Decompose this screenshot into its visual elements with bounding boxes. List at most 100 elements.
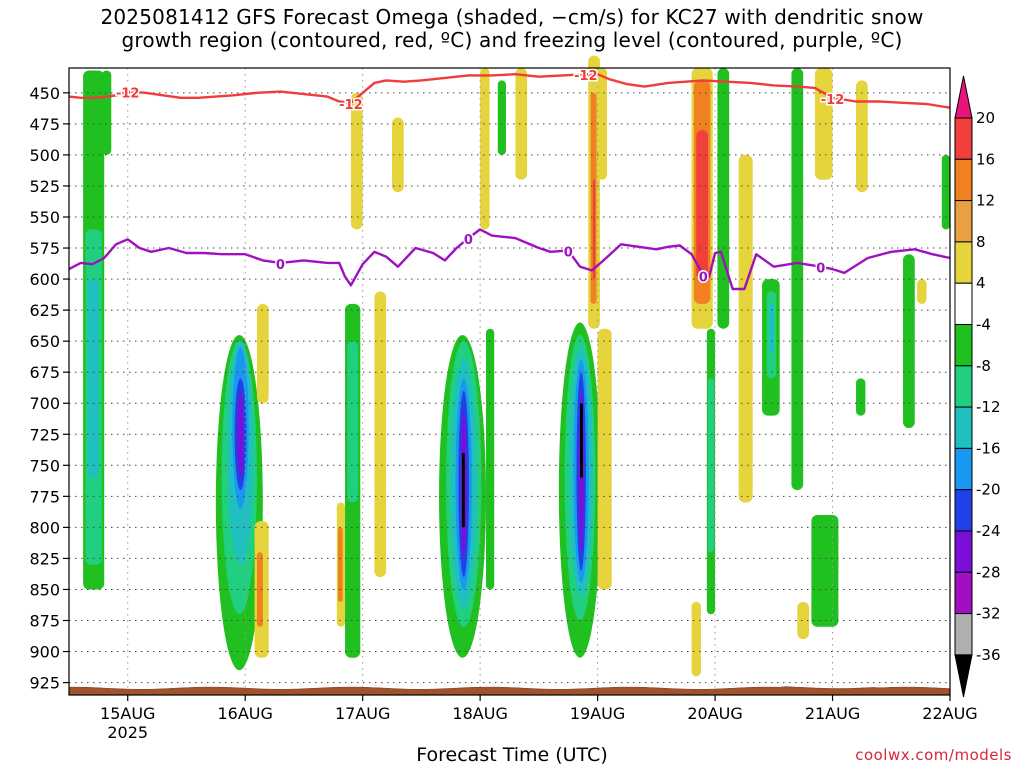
omega-area [497, 80, 506, 155]
colorbar-label: -4 [976, 316, 991, 334]
x-tick-label: 17AUG [335, 704, 390, 723]
y-tick-label: 675 [29, 363, 60, 382]
omega-area [350, 92, 363, 230]
colorbar-swatch [954, 489, 973, 532]
omega-area [597, 68, 607, 180]
omega-area [917, 279, 927, 304]
y-tick-label: 800 [29, 518, 60, 537]
x-axis-title: Forecast Time (UTC) [416, 744, 608, 766]
omega-area [461, 452, 465, 528]
omega-area [374, 291, 387, 578]
contour-lines: -12 -12 -12 -12 0 0 0 0 0 [68, 68, 951, 291]
dgz-contour-label: -12 [574, 69, 598, 84]
omega-area [337, 527, 343, 602]
y-tick-label: 825 [29, 549, 60, 568]
plot-background [69, 68, 950, 695]
y-tick-label: 925 [29, 674, 60, 693]
omega-area [797, 601, 810, 640]
omega-shading [83, 55, 950, 677]
colorbar-label: -8 [976, 357, 991, 375]
colorbar-swatch [954, 200, 973, 243]
omega-area [347, 341, 358, 503]
x-tick-label: 21AUG [805, 704, 860, 723]
omega-area [903, 254, 915, 429]
colorbar-label: -24 [976, 522, 1001, 540]
omega-area [597, 328, 612, 590]
y-tick-label: 775 [29, 487, 60, 506]
colorbar-label: 20 [976, 109, 995, 127]
omega-area [708, 378, 714, 553]
colorbar-label: 8 [976, 233, 986, 251]
credit-link[interactable]: coolwx.com/models [855, 746, 1012, 764]
y-tick-label: 500 [29, 146, 60, 165]
x-tick-label: 22AUG [922, 704, 977, 723]
freezing-level-contour-label: 0 [464, 233, 473, 248]
freezing-level-contour-line [68, 228, 951, 291]
colorbar-swatch [954, 282, 973, 326]
omega-area [392, 117, 404, 193]
y-tick-label: 750 [29, 456, 60, 475]
grid-lines [69, 68, 950, 695]
x-tick-label: 19AUG [570, 704, 625, 723]
colorbar-label: -32 [976, 605, 1001, 623]
colorbar-swatch [954, 158, 973, 202]
y-tick-label: 850 [29, 580, 60, 599]
colorbar-label: -36 [976, 646, 1001, 664]
colorbar-swatch [954, 241, 973, 284]
y-tick-label: 875 [29, 612, 60, 631]
y-tick-label: 600 [29, 270, 60, 289]
omega-area [769, 303, 774, 354]
colorbar-label: 16 [976, 150, 995, 168]
omega-area [738, 154, 753, 503]
omega-area [717, 68, 730, 329]
ground-terrain [68, 686, 951, 696]
omega-area [486, 328, 495, 590]
y-tick-label: 450 [29, 84, 60, 103]
colorbar-swatch [954, 613, 973, 656]
x-tick-label: 20AUG [687, 704, 742, 723]
omega-area [87, 279, 99, 478]
y-tick-label: 575 [29, 239, 60, 258]
colorbar-top-arrow [954, 75, 973, 119]
plot-frame [68, 67, 951, 696]
freezing-level-contour-label: 0 [699, 270, 708, 285]
freezing-level-contour-label: 0 [276, 258, 285, 273]
colorbar-swatch [954, 406, 973, 449]
omega-area [941, 154, 950, 230]
y-tick-label: 625 [29, 301, 60, 320]
y-tick-label: 725 [29, 425, 60, 444]
omega-area [791, 68, 804, 491]
omega-area [856, 378, 866, 416]
colorbar-label: -16 [976, 439, 1001, 457]
colorbar-swatch [954, 365, 973, 408]
y-tick-label: 550 [29, 208, 60, 227]
colorbar-swatch [954, 530, 973, 573]
omega-area [814, 68, 833, 180]
colorbar-label: 12 [976, 192, 995, 210]
chart-title-line2: growth region (contoured, red, ºC) and f… [121, 28, 903, 52]
omega-area [811, 514, 839, 627]
y-axis: 450 475 500 525 550 575 600 625 650 675 700 725 750 7… [29, 84, 69, 693]
omega-area [515, 68, 528, 180]
y-tick-label: 475 [29, 115, 60, 134]
omega-area [237, 390, 244, 478]
omega-area [696, 130, 709, 280]
y-tick-label: 525 [29, 177, 60, 196]
x-tick-label: 18AUG [452, 704, 507, 723]
omega-area [592, 179, 596, 280]
omega-area [480, 68, 490, 230]
dgz-contour-label: -12 [821, 93, 845, 108]
omega-area [101, 70, 112, 155]
omega-area [256, 552, 263, 627]
colorbar-swatch [954, 117, 973, 160]
colorbar-label: -28 [976, 563, 1001, 581]
omega-area [691, 601, 701, 677]
plot-area: -12 -12 -12 -12 0 0 0 0 0 [68, 55, 951, 696]
colorbar-swatch [954, 571, 973, 615]
colorbar-bottom-arrow [954, 654, 973, 697]
y-tick-label: 700 [29, 394, 60, 413]
dgz-contour-label: -12 [116, 87, 140, 102]
freezing-level-contour-label: 0 [816, 262, 825, 277]
dgz-contour-label: -12 [339, 98, 363, 113]
